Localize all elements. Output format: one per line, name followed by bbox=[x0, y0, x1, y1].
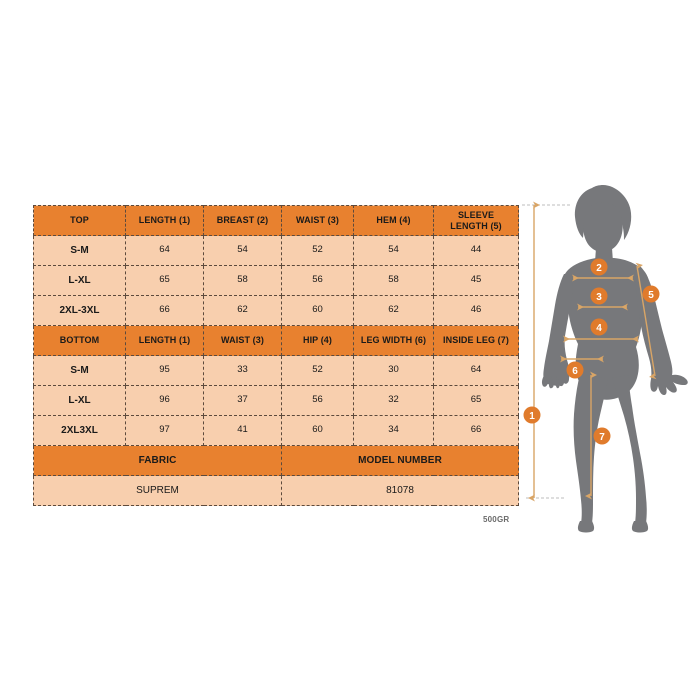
cell-value: 56 bbox=[281, 265, 354, 296]
table-row: L-XL 96 37 56 32 65 bbox=[33, 385, 519, 416]
cell-value: 60 bbox=[281, 295, 354, 326]
cell-value: 46 bbox=[433, 295, 519, 326]
cell-value: 32 bbox=[353, 385, 434, 416]
value-fabric: SUPREM bbox=[33, 475, 282, 506]
measurement-marker-3: 3 bbox=[590, 287, 608, 305]
header-top-length: LENGTH (1) bbox=[125, 205, 204, 236]
table-row: S-M 64 54 52 54 44 bbox=[33, 235, 519, 266]
cell-value: 56 bbox=[281, 385, 354, 416]
value-model-number: 81078 bbox=[281, 475, 519, 506]
measurement-marker-6: 6 bbox=[566, 361, 584, 379]
table-row: 2XL-3XL 66 62 60 62 46 bbox=[33, 295, 519, 326]
cell-value: 30 bbox=[353, 355, 434, 386]
cell-size: 2XL-3XL bbox=[33, 295, 126, 326]
sleeve-header-line-2: LENGTH (5) bbox=[450, 220, 502, 231]
header-top-breast: BREAST (2) bbox=[203, 205, 282, 236]
marker-label-6: 6 bbox=[572, 366, 578, 377]
cell-value: 66 bbox=[125, 295, 204, 326]
cell-size: L-XL bbox=[33, 265, 126, 296]
marker-label-5: 5 bbox=[648, 290, 654, 301]
cell-value: 52 bbox=[281, 355, 354, 386]
marker-label-1: 1 bbox=[529, 411, 535, 422]
header-bottom-inside-leg: INSIDE LEG (7) bbox=[433, 325, 519, 356]
cell-value: 65 bbox=[125, 265, 204, 296]
cell-value: 41 bbox=[203, 415, 282, 446]
header-model-number: MODEL NUMBER bbox=[281, 445, 519, 476]
cell-value: 34 bbox=[353, 415, 434, 446]
header-bottom-hip: HIP (4) bbox=[281, 325, 354, 356]
header-top: TOP bbox=[33, 205, 126, 236]
header-bottom-waist: WAIST (3) bbox=[203, 325, 282, 356]
header-top-waist: WAIST (3) bbox=[281, 205, 354, 236]
cell-value: 45 bbox=[433, 265, 519, 296]
cell-value: 64 bbox=[125, 235, 204, 266]
header-fabric: FABRIC bbox=[33, 445, 282, 476]
table-header-row-bottom: BOTTOM LENGTH (1) WAIST (3) HIP (4) LEG … bbox=[33, 325, 519, 356]
table-footer-value-row: SUPREM 81078 bbox=[33, 475, 519, 506]
cell-value: 97 bbox=[125, 415, 204, 446]
cell-size: 2XL3XL bbox=[33, 415, 126, 446]
table-row: L-XL 65 58 56 58 45 bbox=[33, 265, 519, 296]
cell-value: 60 bbox=[281, 415, 354, 446]
table-row: 2XL3XL 97 41 60 34 66 bbox=[33, 415, 519, 446]
measurement-marker-7: 7 bbox=[593, 427, 611, 445]
cell-value: 95 bbox=[125, 355, 204, 386]
cell-value: 58 bbox=[203, 265, 282, 296]
cell-value: 37 bbox=[203, 385, 282, 416]
cell-value: 64 bbox=[433, 355, 519, 386]
header-bottom: BOTTOM bbox=[33, 325, 126, 356]
table-header-row-top: TOP LENGTH (1) BREAST (2) WAIST (3) HEM … bbox=[33, 205, 519, 236]
cell-size: S-M bbox=[33, 355, 126, 386]
measurement-marker-1: 1 bbox=[523, 406, 541, 424]
measurement-marker-5: 5 bbox=[642, 285, 660, 303]
cell-value: 44 bbox=[433, 235, 519, 266]
marker-label-7: 7 bbox=[599, 432, 605, 443]
table-row: S-M 95 33 52 30 64 bbox=[33, 355, 519, 386]
marker-label-2: 2 bbox=[596, 263, 602, 274]
cell-value: 66 bbox=[433, 415, 519, 446]
marker-label-3: 3 bbox=[596, 292, 602, 303]
marker-label-4: 4 bbox=[596, 323, 602, 334]
header-top-hem: HEM (4) bbox=[353, 205, 434, 236]
size-chart-table: TOP LENGTH (1) BREAST (2) WAIST (3) HEM … bbox=[33, 205, 519, 506]
cell-value: 62 bbox=[203, 295, 282, 326]
header-bottom-length: LENGTH (1) bbox=[125, 325, 204, 356]
measurement-marker-2: 2 bbox=[590, 258, 608, 276]
header-top-sleeve-length: SLEEVE LENGTH (5) bbox=[433, 205, 519, 236]
table-footer-header-row: FABRIC MODEL NUMBER bbox=[33, 445, 519, 476]
cell-value: 65 bbox=[433, 385, 519, 416]
cell-value: 54 bbox=[353, 235, 434, 266]
header-bottom-leg-width: LEG WIDTH (6) bbox=[353, 325, 434, 356]
cell-value: 96 bbox=[125, 385, 204, 416]
cell-value: 33 bbox=[203, 355, 282, 386]
cell-value: 62 bbox=[353, 295, 434, 326]
sleeve-header-line-1: SLEEVE bbox=[457, 210, 495, 221]
cell-size: S-M bbox=[33, 235, 126, 266]
measurement-figure-diagram: 1 2 3 4 5 6 7 bbox=[520, 178, 700, 538]
cell-value: 58 bbox=[353, 265, 434, 296]
cell-value: 52 bbox=[281, 235, 354, 266]
cell-value: 54 bbox=[203, 235, 282, 266]
measurement-marker-4: 4 bbox=[590, 318, 608, 336]
cell-size: L-XL bbox=[33, 385, 126, 416]
gram-weight-note: 500GR bbox=[483, 515, 510, 524]
arrow-measure-5 bbox=[635, 262, 657, 380]
